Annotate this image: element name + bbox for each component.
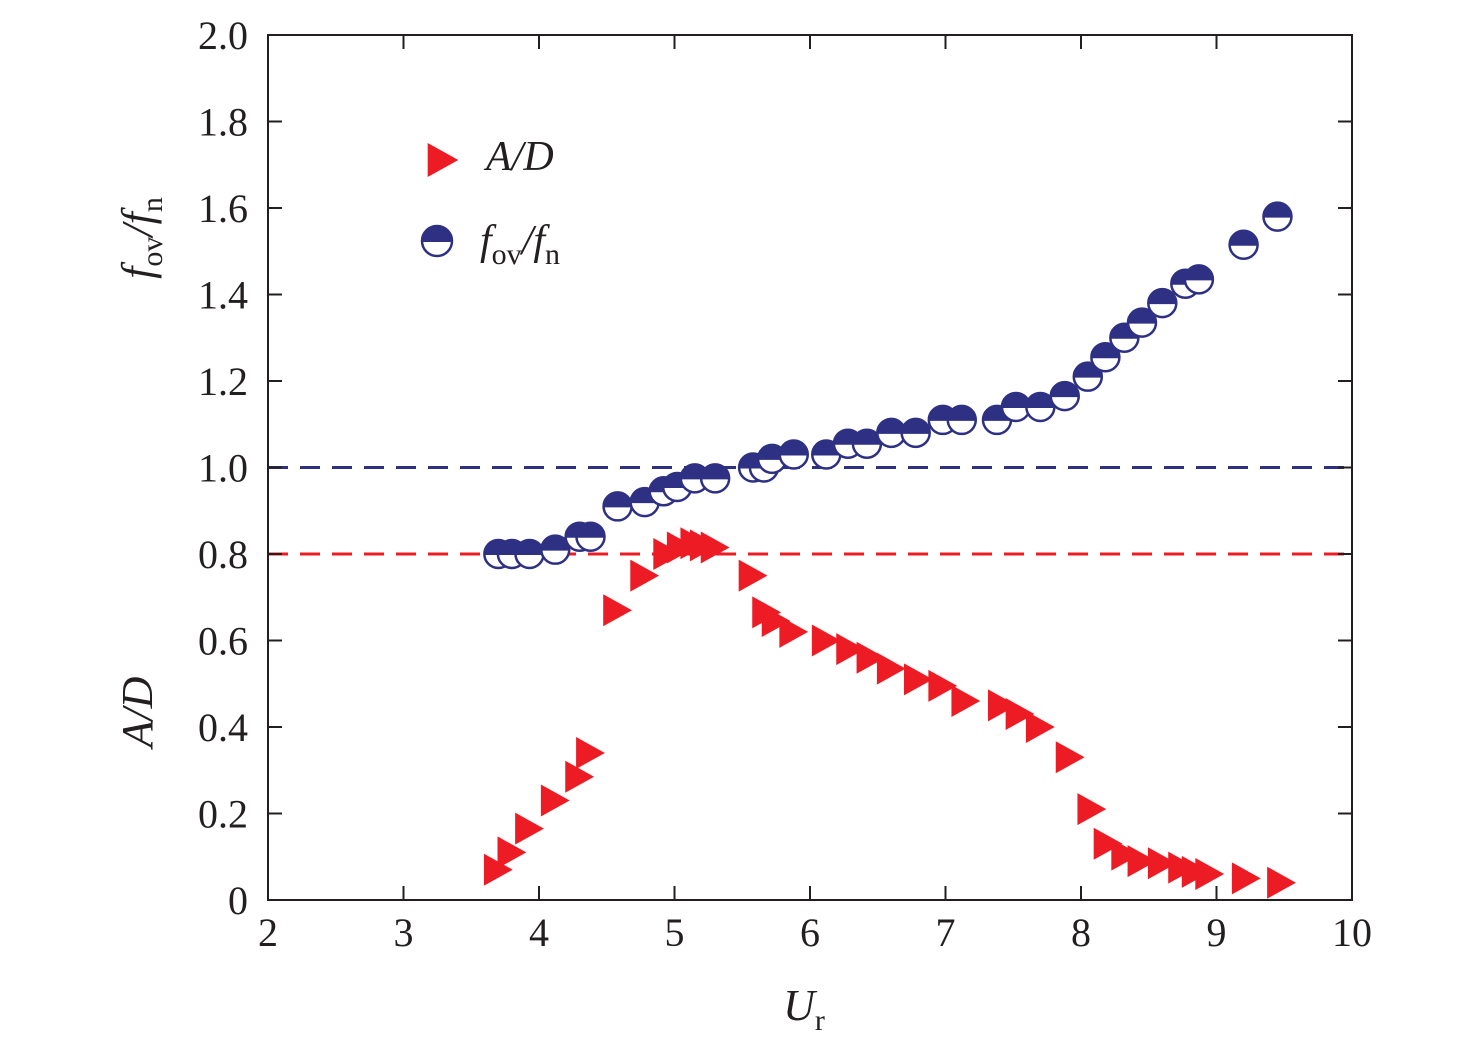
- data-point: [1000, 391, 1032, 423]
- x-tick-label: 2: [258, 910, 278, 955]
- data-point: [1147, 847, 1177, 880]
- x-axis-ticks: 2 3 4 5 6 7 8 9 10: [258, 35, 1372, 955]
- y-tick-label: 0.8: [198, 532, 248, 577]
- data-point: [951, 685, 981, 718]
- y-tick-label: 0: [228, 878, 248, 923]
- data-point: [602, 491, 633, 522]
- data-point: [420, 224, 454, 258]
- data-point: [603, 594, 632, 627]
- y-tick-label: 1.8: [198, 100, 248, 145]
- y-tick-label: 1.0: [198, 446, 248, 491]
- data-point: [946, 404, 978, 436]
- x-tick-label: 10: [1332, 910, 1372, 955]
- data-point: [700, 531, 730, 564]
- data-point: [1072, 361, 1104, 392]
- y-tick-label: 1.6: [198, 186, 248, 231]
- data-point: [761, 605, 791, 638]
- data-point: [779, 615, 809, 648]
- y-axis-label-upper: fov/fn: [113, 197, 169, 279]
- y-tick-label: 0.2: [198, 792, 248, 837]
- data-point: [1267, 866, 1296, 899]
- data-point: [540, 534, 571, 565]
- x-tick-label: 7: [936, 910, 956, 955]
- data-point: [483, 853, 513, 886]
- data-point: [988, 689, 1017, 722]
- data-point: [1005, 698, 1035, 731]
- legend-label-fov-over-fn: fov/fn: [480, 218, 560, 271]
- x-tick-label: 5: [665, 910, 685, 955]
- data-point: [904, 663, 933, 696]
- y-axis-ticks: 0 0.2 0.4 0.6 0.8 1.0 1.2 1.4 1.6 1.8 2.0: [198, 13, 1352, 923]
- data-point: [1025, 711, 1055, 743]
- data-point: [1147, 287, 1178, 319]
- legend-marker-half-circle: [420, 224, 454, 258]
- data-point: [778, 439, 809, 470]
- data-point: [699, 463, 731, 494]
- x-tick-label: 9: [1207, 910, 1227, 955]
- series-a-over-d: [483, 527, 1296, 899]
- x-tick-label: 3: [394, 910, 414, 955]
- data-point: [630, 559, 660, 592]
- y-tick-label: 2.0: [198, 13, 248, 58]
- data-point: [540, 784, 570, 817]
- y-axis-label-lower: A/D: [113, 676, 162, 750]
- x-tick-label: 6: [800, 910, 820, 955]
- data-point: [1049, 380, 1080, 412]
- x-tick-label: 8: [1071, 910, 1091, 955]
- data-point: [565, 760, 595, 793]
- data-point: [515, 812, 544, 845]
- data-point: [1025, 391, 1056, 423]
- data-point: [1111, 838, 1141, 871]
- data-point: [661, 471, 693, 503]
- data-point: [1195, 858, 1225, 891]
- data-point: [1127, 845, 1157, 878]
- data-point: [576, 736, 605, 769]
- data-point: [1055, 741, 1085, 774]
- data-point: [1262, 201, 1293, 232]
- data-point: [928, 669, 958, 702]
- y-tick-label: 0.6: [198, 619, 248, 664]
- data-point: [1126, 307, 1158, 338]
- x-tick-label: 4: [529, 910, 549, 955]
- data-point: [514, 538, 545, 570]
- y-tick-label: 0.4: [198, 705, 248, 750]
- series-fov-over-fn: [483, 201, 1293, 570]
- data-point: [1183, 264, 1215, 295]
- reference-lines: [268, 466, 1352, 556]
- data-point: [738, 559, 768, 592]
- legend-marker-triangle: [427, 143, 459, 177]
- y-tick-label: 1.2: [198, 359, 248, 404]
- data-point: [1093, 827, 1123, 860]
- data-point: [497, 836, 527, 869]
- data-point: [1228, 229, 1259, 261]
- data-point: [1231, 862, 1261, 895]
- data-point: [1077, 793, 1107, 826]
- data-point: [876, 652, 906, 685]
- data-point: [900, 417, 931, 449]
- data-point: [876, 417, 907, 449]
- legend: A/D fov/fn: [420, 134, 560, 271]
- data-point: [811, 624, 841, 657]
- y-tick-label: 1.4: [198, 273, 248, 318]
- data-point: [575, 521, 606, 552]
- data-point: [836, 633, 866, 666]
- x-axis-label: Ur: [783, 981, 825, 1037]
- legend-label-a-over-d: A/D: [483, 134, 554, 180]
- data-point: [856, 641, 886, 674]
